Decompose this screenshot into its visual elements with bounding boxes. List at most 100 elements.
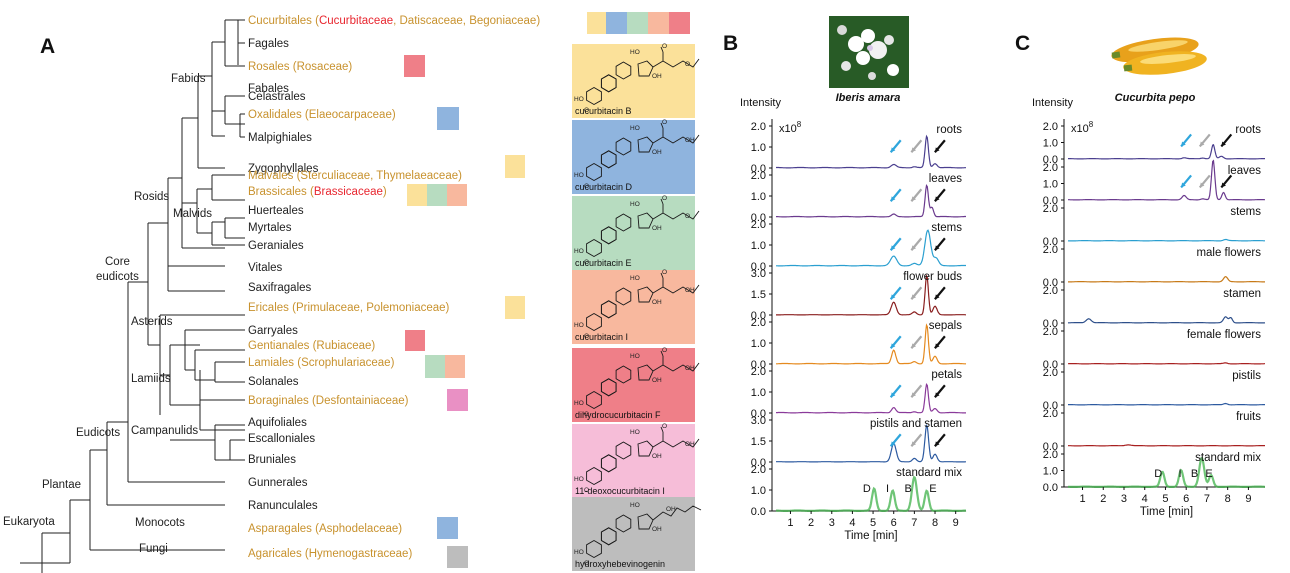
peak-label: D: [1154, 468, 1162, 480]
blue-arrow: [1180, 133, 1192, 148]
series-label: stamen: [1223, 288, 1261, 300]
y-tick-label: 0.0: [1043, 318, 1058, 330]
black-arrow: [934, 433, 946, 447]
clade-campanulids: Campanulids: [131, 425, 198, 437]
square-cuc-i: [648, 12, 669, 34]
series-roots: 2.0 1.0 0.0 roots: [1043, 121, 1265, 166]
trace: [776, 229, 966, 267]
atom-oh: OH: [652, 149, 662, 156]
y-tick-label: 1.0: [751, 387, 766, 399]
square-boraginales: [447, 389, 468, 411]
series-female-flowers: 2.0 0.0 female flowers: [1043, 326, 1265, 371]
x-tick-label: 1: [1079, 493, 1085, 505]
series-label: roots: [1235, 124, 1261, 136]
trace: [1068, 144, 1265, 160]
structure-background: [572, 196, 695, 270]
x-tick-label: 7: [1204, 493, 1210, 505]
compound-name: cucurbitacin D: [575, 182, 633, 192]
x-axis-label: Time [min]: [1140, 506, 1193, 518]
order-saxifragales: Saxifragales: [248, 282, 312, 294]
square-gentianales: [405, 330, 425, 351]
y-multiplier: x108: [779, 120, 802, 135]
clade-core: Core: [105, 256, 130, 268]
clade-malvids: Malvids: [173, 208, 212, 220]
order-gentianales: Gentianales (Rubiaceae): [248, 340, 375, 352]
y-tick-label: 0.0: [1043, 400, 1058, 412]
compound-name: 11-deoxocucurbitacin I: [575, 486, 665, 496]
y-tick-label: 0.0: [1043, 154, 1058, 166]
order-escalloniales: Escalloniales: [248, 433, 315, 445]
blue-arrow: [889, 433, 902, 447]
compound-name: hydroxyhebevinogenin: [575, 559, 665, 569]
black-arrow: [934, 335, 946, 349]
y-tick-label: 0.0: [1043, 195, 1058, 207]
y-tick-label: 0.0: [1043, 236, 1058, 248]
order-vitales: Vitales: [248, 262, 283, 274]
y-tick-label: 0.0: [1043, 482, 1058, 494]
series-stems: 2.0 1.0 0.0 stems: [751, 219, 966, 273]
y-tick-label: 2.0: [751, 317, 766, 329]
y-tick-label: 0.0: [751, 457, 766, 469]
gray-arrow: [910, 139, 923, 153]
series-leaves: 2.0 1.0 0.0 leaves: [1043, 159, 1265, 207]
series-sepals: 2.0 1.0 0.0 sepals: [751, 317, 967, 371]
tree-labels: Cucurbitales (Cucurbitaceae, Datiscaceae…: [3, 15, 540, 560]
trace: [776, 274, 966, 316]
atom-o: O: [584, 560, 589, 567]
order-malvales: Malvales (Sterculiaceae, Thymelaeaceae): [248, 170, 462, 182]
square-lamiales-i: [445, 355, 465, 378]
y-multiplier: x108: [1071, 120, 1094, 135]
blue-arrow: [889, 335, 902, 349]
trace: [776, 323, 967, 365]
trace: [776, 423, 966, 463]
trace: [1068, 159, 1265, 201]
atom-ho: HO: [574, 322, 584, 329]
x-tick-label: 8: [932, 517, 938, 529]
y-tick-label: 0.0: [1043, 359, 1058, 371]
clade-monocots: Monocots: [135, 517, 185, 529]
clade-rosids: Rosids: [134, 191, 169, 203]
series-label: standard mix: [1195, 452, 1261, 464]
y-tick-label: 1.0: [751, 191, 766, 203]
steroid-skeleton: [586, 426, 700, 486]
series-label: leaves: [1228, 165, 1261, 177]
y-tick-label: 3.0: [751, 268, 766, 280]
peak-label: I: [1178, 468, 1181, 480]
order-fabales: Fabales: [248, 83, 289, 95]
compound-name: dihydrocucurbitacin F: [575, 410, 661, 420]
series-male-flowers: 2.0 0.0 male flowers: [1043, 244, 1265, 289]
series-label: sepals: [929, 320, 962, 332]
square-malvales: [505, 155, 525, 178]
y-tick-label: 1.0: [751, 338, 766, 350]
structure-background: [572, 270, 695, 344]
compound-name: cucurbitacin B: [575, 106, 632, 116]
atom-ho-top: HO: [630, 353, 640, 360]
series-leaves: 2.0 1.0 0.0 leaves: [751, 170, 966, 224]
x-tick-label: 2: [808, 517, 814, 529]
x-tick-label: 3: [1121, 493, 1127, 505]
black-arrow: [1220, 174, 1233, 189]
atom-ho-top: HO: [630, 275, 640, 282]
y-tick-label: 2.0: [1043, 121, 1058, 133]
square-brassicales-i: [447, 184, 467, 206]
peak-label: E: [929, 483, 936, 495]
atom-ho: HO: [574, 476, 584, 483]
y-axis-label: Intensity: [1032, 97, 1073, 109]
series-label: flower buds: [903, 271, 962, 283]
compound-color-squares: [404, 12, 690, 568]
panel-label-c: C: [1015, 32, 1030, 55]
square-ericales: [505, 296, 525, 319]
clade-eudicots: Eudicots: [76, 427, 120, 439]
square-cuc-b: [587, 12, 606, 34]
x-tick-label: 5: [870, 517, 876, 529]
gray-arrow: [1198, 133, 1211, 148]
y-tick-label: 2.0: [1043, 244, 1058, 256]
x-tick-label: 6: [1183, 493, 1189, 505]
gray-arrow: [910, 433, 923, 447]
black-arrow: [934, 237, 946, 251]
